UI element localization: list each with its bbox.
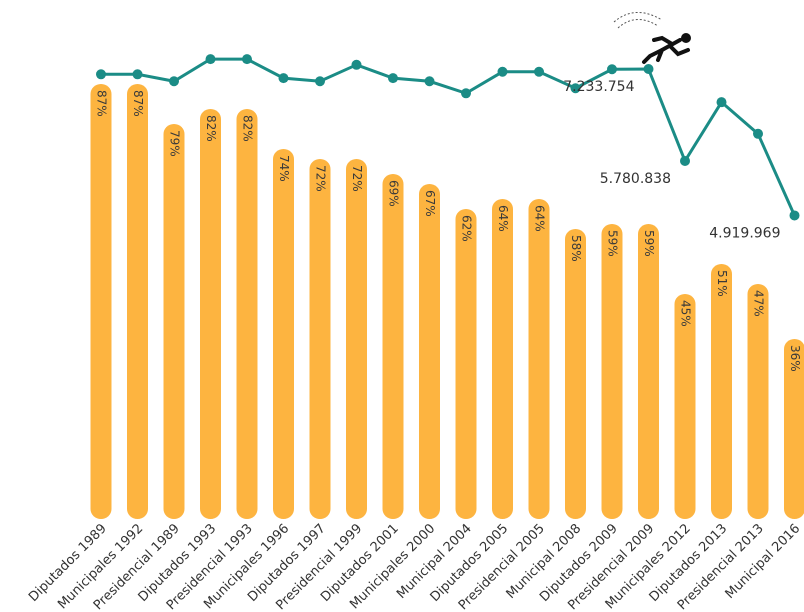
line-value-label: 7.233.754 bbox=[563, 79, 634, 95]
bar bbox=[163, 124, 185, 519]
bar bbox=[127, 84, 148, 519]
line-point bbox=[351, 59, 362, 70]
bar bbox=[200, 109, 221, 519]
bar bbox=[309, 159, 331, 519]
bar bbox=[784, 339, 804, 519]
line-point bbox=[680, 155, 690, 166]
line-point bbox=[132, 69, 143, 80]
bar-value-label: 69% bbox=[387, 180, 401, 207]
line-point bbox=[497, 66, 508, 77]
bar bbox=[346, 159, 367, 519]
line-point bbox=[534, 66, 544, 77]
line-point bbox=[169, 76, 179, 87]
bar bbox=[382, 174, 404, 519]
bar bbox=[601, 224, 623, 519]
line-point bbox=[789, 210, 800, 221]
bar-value-label: 87% bbox=[131, 90, 145, 117]
line-point bbox=[643, 64, 654, 75]
line-point bbox=[570, 83, 581, 94]
bar bbox=[565, 229, 586, 519]
bar bbox=[528, 199, 550, 519]
line-point bbox=[96, 69, 106, 80]
line-point bbox=[388, 73, 398, 84]
bar bbox=[492, 199, 513, 519]
bar bbox=[419, 184, 440, 519]
bar-value-label: 67% bbox=[423, 190, 437, 217]
line-point bbox=[753, 128, 763, 139]
bar bbox=[273, 149, 294, 519]
line-point bbox=[461, 88, 471, 99]
bar-value-label: 64% bbox=[533, 205, 547, 232]
line-point bbox=[242, 54, 252, 65]
line-point bbox=[716, 97, 727, 108]
bar-value-label: 36% bbox=[788, 345, 802, 372]
line-value-label: 5.780.838 bbox=[600, 171, 671, 187]
line-point bbox=[315, 76, 325, 87]
bar bbox=[747, 284, 769, 519]
bar-value-label: 59% bbox=[606, 230, 620, 257]
bar-value-label: 45% bbox=[679, 300, 693, 327]
bar-value-label: 72% bbox=[314, 165, 328, 192]
bar-value-label: 62% bbox=[460, 215, 474, 242]
bar-value-label: 72% bbox=[350, 165, 364, 192]
line-point bbox=[205, 54, 216, 65]
line bbox=[101, 57, 796, 217]
falling-icon bbox=[613, 12, 691, 64]
line-point bbox=[607, 64, 617, 75]
line-point bbox=[278, 73, 289, 84]
bar-value-label: 58% bbox=[569, 235, 583, 262]
bar-value-label: 82% bbox=[241, 115, 255, 142]
bar-value-label: 51% bbox=[715, 270, 729, 297]
bar-value-label: 74% bbox=[277, 155, 291, 182]
bar bbox=[638, 224, 659, 519]
line-point bbox=[424, 76, 435, 87]
bar bbox=[711, 264, 732, 519]
bar bbox=[90, 84, 112, 519]
bar bbox=[236, 109, 258, 519]
line-value-label: 4.919.969 bbox=[709, 225, 780, 241]
bar-value-label: 47% bbox=[752, 290, 766, 317]
bar-value-label: 64% bbox=[496, 205, 510, 232]
bar-value-label: 82% bbox=[204, 115, 218, 142]
bar-value-label: 59% bbox=[642, 230, 656, 257]
bar bbox=[455, 209, 477, 519]
bar-value-label: 87% bbox=[95, 90, 109, 117]
bar-value-label: 79% bbox=[168, 130, 182, 157]
bar bbox=[674, 294, 696, 519]
